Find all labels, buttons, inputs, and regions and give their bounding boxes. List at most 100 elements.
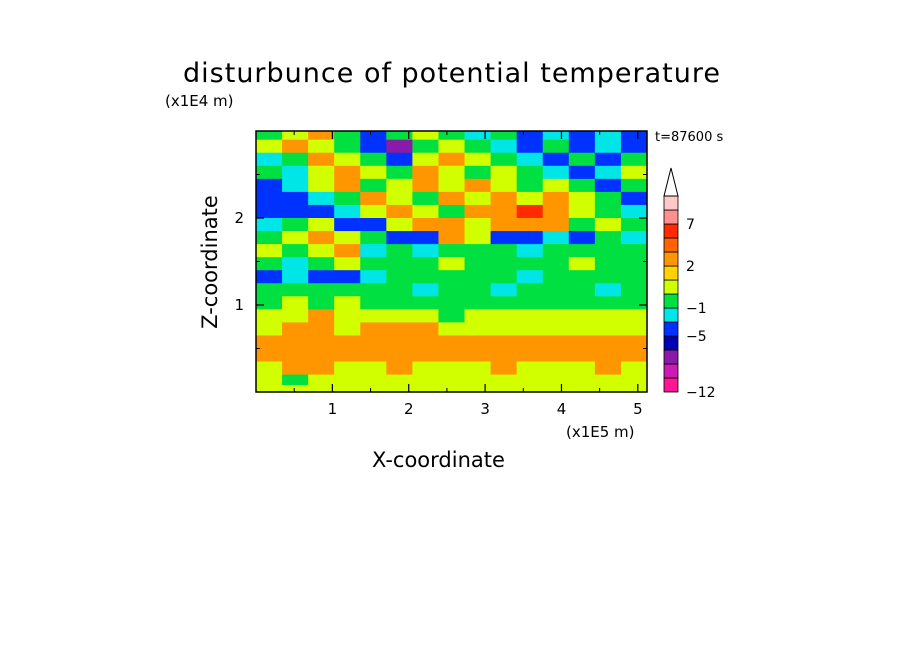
heatmap-cell	[282, 348, 309, 363]
y-tick-label: 1	[234, 296, 244, 314]
heatmap-cell	[386, 361, 413, 376]
heatmap-cell	[620, 283, 648, 297]
heatmap-cell	[516, 244, 544, 258]
heatmap-cell	[334, 218, 361, 232]
heatmap-cell	[308, 270, 335, 284]
heatmap-cell	[620, 270, 648, 284]
heatmap-cell	[568, 348, 596, 363]
heatmap-cell	[334, 231, 361, 245]
heatmap-cell	[438, 296, 466, 310]
heatmap-cell	[386, 218, 413, 232]
heatmap-cell	[516, 361, 544, 376]
heatmap-cell	[282, 270, 309, 284]
heatmap-cell	[308, 204, 335, 219]
heatmap-cell	[516, 270, 544, 284]
heatmap-cell	[464, 244, 492, 258]
heatmap-cell	[594, 374, 622, 386]
heatmap-cell	[490, 165, 518, 180]
time-label: t=87600 s	[655, 130, 724, 145]
heatmap-cell	[256, 335, 283, 349]
heatmap-cell	[594, 165, 622, 180]
heatmap-cell	[334, 296, 361, 310]
colorbar-segment	[663, 223, 679, 239]
heatmap-cell	[542, 374, 570, 386]
colorbar-label: −1	[686, 301, 707, 317]
heatmap-cell	[594, 191, 622, 206]
heatmap-cell	[308, 139, 335, 154]
heatmap-cell	[516, 257, 544, 271]
heatmap-cell	[334, 204, 361, 219]
heatmap-cell	[568, 361, 596, 376]
heatmap-cell	[412, 361, 439, 376]
colorbar-segment	[663, 195, 679, 211]
heatmap-cell	[490, 204, 518, 219]
heatmap-cell	[334, 131, 361, 141]
heatmap-cell	[568, 191, 596, 206]
heatmap-cell	[464, 296, 492, 310]
heatmap-cell	[516, 178, 544, 193]
heatmap-cell	[308, 244, 335, 258]
heatmap-cell	[360, 204, 387, 219]
heatmap-cell	[464, 165, 492, 180]
heatmap-cell	[438, 165, 466, 180]
heatmap-cell	[256, 178, 283, 193]
heatmap-cell	[490, 374, 518, 386]
heatmap-cell	[282, 361, 309, 376]
heatmap-cell	[594, 348, 622, 363]
heatmap-cell	[516, 204, 544, 219]
heatmap-cell	[464, 348, 492, 363]
heatmap-cell	[256, 218, 283, 232]
heatmap-cell	[542, 139, 570, 154]
heatmap-cell	[490, 139, 518, 154]
heatmap-cell	[386, 244, 413, 258]
heatmap-cell	[490, 283, 518, 297]
heatmap-cell	[490, 270, 518, 284]
heatmap-cell	[542, 244, 570, 258]
heatmap-cell	[516, 152, 544, 167]
heatmap-cell	[542, 218, 570, 232]
heatmap-cell	[542, 178, 570, 193]
heatmap-cell	[308, 309, 335, 323]
heatmap-cell	[360, 348, 387, 363]
heatmap-cell	[594, 178, 622, 193]
heatmap-cell	[412, 131, 439, 141]
heatmap-cell	[308, 385, 335, 393]
heatmap-cell	[620, 374, 648, 386]
heatmap-cell	[386, 322, 413, 336]
heatmap-cell	[490, 218, 518, 232]
heatmap-cell	[620, 244, 648, 258]
heatmap-cell	[594, 244, 622, 258]
heatmap-cell	[516, 131, 544, 141]
heatmap-cell	[256, 374, 283, 386]
heatmap-cell	[490, 152, 518, 167]
heatmap-cell	[594, 309, 622, 323]
heatmap-cell	[516, 309, 544, 323]
heatmap-cell	[282, 335, 309, 349]
heatmap-cell	[438, 191, 466, 206]
heatmap-cell	[412, 244, 439, 258]
heatmap-cell	[412, 204, 439, 219]
heatmap-cell	[360, 385, 387, 393]
heatmap-cell	[594, 335, 622, 349]
heatmap-cell	[542, 361, 570, 376]
heatmap-cell	[308, 152, 335, 167]
heatmap-cell	[386, 348, 413, 363]
heatmap-cell	[438, 322, 466, 336]
heatmap-cell	[438, 231, 466, 245]
heatmap-cell	[308, 131, 335, 141]
heatmap-cell	[620, 257, 648, 271]
heatmap-cell	[360, 244, 387, 258]
heatmap-cell	[568, 178, 596, 193]
heatmap-cell	[412, 231, 439, 245]
heatmap-cell	[516, 218, 544, 232]
heatmap-cell	[412, 139, 439, 154]
heatmap-cell	[568, 257, 596, 271]
colorbar-segment	[663, 251, 679, 267]
heatmap-cell	[438, 335, 466, 349]
heatmap-cell	[542, 348, 570, 363]
heatmap-cell	[620, 191, 648, 206]
heatmap-cell	[490, 309, 518, 323]
chart-title: disturbunce of potential temperature	[183, 58, 721, 89]
heatmap-cell	[308, 374, 335, 386]
